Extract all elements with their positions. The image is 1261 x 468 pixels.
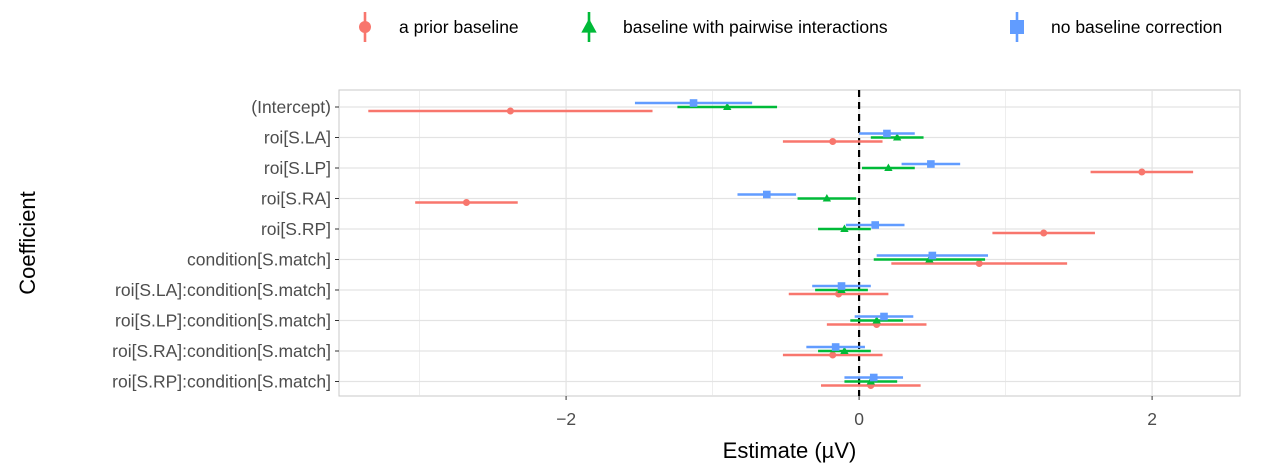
estimate-point	[871, 221, 880, 229]
y-tick-label: roi[S.LA]	[264, 128, 331, 148]
y-tick-label: roi[S.RP]:condition[S.match]	[112, 372, 331, 392]
y-tick-label: roi[S.LA]:condition[S.match]	[115, 280, 331, 300]
x-tick-label: 0	[854, 409, 864, 429]
series-marks	[368, 99, 1194, 389]
estimate-point	[927, 160, 935, 168]
estimate-point	[869, 373, 878, 382]
estimate-point	[928, 251, 937, 260]
series-0	[368, 107, 1194, 389]
series-1	[677, 102, 986, 385]
estimate-point	[872, 315, 881, 324]
estimate-point	[831, 343, 840, 351]
series-2	[634, 99, 989, 382]
estimate-point	[883, 129, 891, 138]
estimate-point	[822, 193, 832, 202]
estimate-point	[762, 190, 771, 199]
legend: a prior baseline baseline with pairwise i…	[359, 12, 1222, 42]
estimate-point	[1138, 168, 1146, 176]
y-tick-label: roi[S.RA]	[261, 189, 331, 209]
estimate-point	[840, 346, 849, 355]
y-tick-label: roi[S.LP]:condition[S.match]	[115, 311, 331, 331]
estimate-point	[829, 351, 837, 359]
legend-key-marker	[359, 21, 371, 33]
estimate-point	[462, 199, 470, 206]
x-axis-ticks: −2 0 2	[556, 396, 1157, 429]
estimate-point	[1040, 229, 1048, 237]
estimate-point	[829, 138, 837, 145]
estimate-point	[723, 102, 732, 111]
plot-panel	[338, 89, 1241, 397]
estimate-point	[884, 163, 893, 172]
estimate-point	[975, 260, 983, 267]
y-tick-label: roi[S.LP]	[264, 158, 331, 178]
x-tick-label: −2	[556, 409, 576, 429]
y-tick-label: condition[S.match]	[187, 250, 331, 270]
estimate-point	[893, 132, 902, 141]
estimate-point	[689, 99, 698, 107]
legend-key-marker	[1010, 20, 1024, 34]
estimate-point	[506, 107, 514, 115]
estimate-point	[837, 282, 846, 290]
x-tick-label: 2	[1147, 409, 1157, 429]
legend-label: baseline with pairwise interactions	[623, 17, 888, 37]
y-axis-title: Coefficient	[15, 191, 40, 295]
legend-label: a prior baseline	[399, 17, 519, 37]
y-tick-label: roi[S.RA]:condition[S.match]	[112, 341, 331, 361]
y-axis-ticks: (Intercept) roi[S.LA] roi[S.LP] roi[S.RA] ro…	[112, 97, 339, 392]
y-tick-label: (Intercept)	[251, 97, 331, 117]
legend-key-marker	[581, 18, 597, 33]
y-tick-label: roi[S.RP]	[261, 219, 331, 239]
y-gridlines	[339, 106, 1240, 383]
estimate-point	[880, 312, 888, 321]
estimate-point	[840, 224, 849, 233]
x-axis-title: Estimate (µV)	[723, 438, 857, 463]
legend-label: no baseline correction	[1051, 17, 1222, 37]
